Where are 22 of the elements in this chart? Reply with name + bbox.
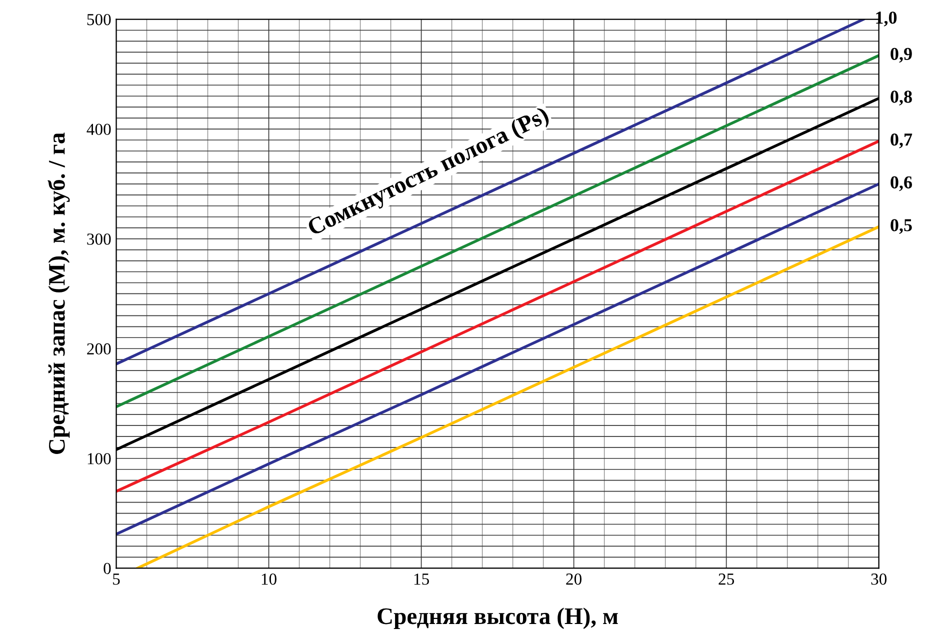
series-label: 0,9 bbox=[890, 48, 912, 63]
x-tick-label: 30 bbox=[871, 574, 887, 585]
y-tick-label: 100 bbox=[88, 453, 111, 464]
y-tick-label: 500 bbox=[87, 14, 111, 26]
y-tick-label: 200 bbox=[87, 343, 111, 355]
series-label: 0,6 bbox=[890, 176, 912, 192]
y-tick-label: 400 bbox=[86, 124, 111, 135]
series-label: 0,7 bbox=[890, 133, 912, 148]
x-axis-title: Средняя высота (H), м bbox=[378, 608, 618, 630]
series-label: 0,5 bbox=[890, 219, 912, 234]
series-label: 0,8 bbox=[890, 90, 912, 106]
y-tick-label: 300 bbox=[87, 234, 111, 245]
x-tick-label: 25 bbox=[718, 574, 734, 585]
line-series bbox=[116, 19, 865, 366]
y-axis-title: Средний запас (M), м. куб. / га bbox=[48, 132, 70, 454]
x-tick-label: 10 bbox=[262, 574, 276, 585]
x-tick-label: 20 bbox=[566, 574, 582, 585]
x-tick-label: 5 bbox=[113, 574, 120, 585]
series-label: 1,0 bbox=[876, 12, 897, 26]
line-series bbox=[116, 54, 879, 408]
x-tick-label: 15 bbox=[414, 574, 429, 585]
y-tick-label: 0 bbox=[104, 562, 111, 574]
